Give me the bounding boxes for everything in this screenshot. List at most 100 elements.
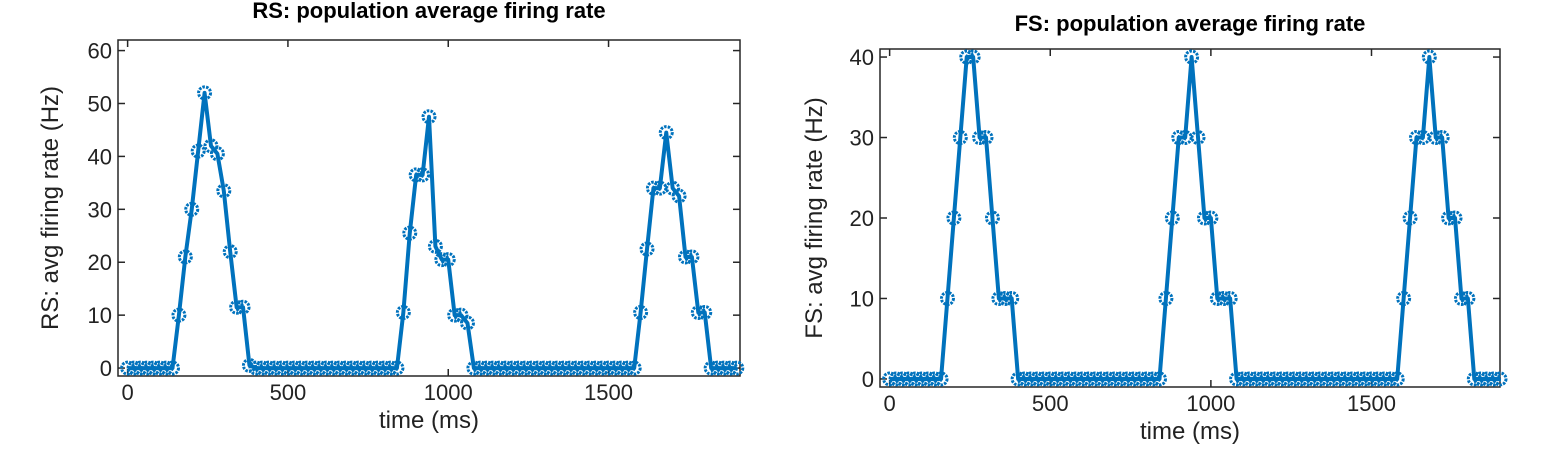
data-marker xyxy=(184,201,200,217)
chart-title: RS: population average firing rate xyxy=(252,0,605,23)
x-tick-label: 500 xyxy=(1032,391,1069,416)
data-marker xyxy=(575,360,591,376)
data-marker xyxy=(1293,371,1309,387)
data-marker xyxy=(492,360,508,376)
data-marker xyxy=(1248,371,1264,387)
x-tick-label: 500 xyxy=(270,380,307,405)
data-marker xyxy=(1190,130,1206,146)
data-marker xyxy=(1396,290,1412,306)
data-marker xyxy=(1376,371,1392,387)
data-marker xyxy=(888,371,904,387)
data-marker xyxy=(517,360,533,376)
data-marker xyxy=(556,360,572,376)
data-marker xyxy=(357,360,373,376)
data-marker xyxy=(594,360,610,376)
data-marker xyxy=(901,371,917,387)
data-marker xyxy=(1184,49,1200,65)
data-marker xyxy=(1132,371,1148,387)
data-marker xyxy=(568,360,584,376)
chart-title: FS: population average firing rate xyxy=(1015,11,1366,36)
y-tick-label: 40 xyxy=(88,144,112,169)
data-marker xyxy=(1126,371,1142,387)
data-marker xyxy=(1068,371,1084,387)
data-marker xyxy=(658,125,674,141)
data-marker xyxy=(1119,371,1135,387)
data-marker xyxy=(671,188,687,204)
data-marker xyxy=(1216,290,1232,306)
data-marker xyxy=(126,360,142,376)
data-marker xyxy=(1100,371,1116,387)
data-marker xyxy=(1222,290,1238,306)
data-marker xyxy=(1229,371,1245,387)
data-marker xyxy=(466,360,482,376)
data-marker xyxy=(274,360,290,376)
data-marker xyxy=(132,360,148,376)
data-marker xyxy=(1344,371,1360,387)
data-marker xyxy=(524,360,540,376)
data-marker xyxy=(1434,130,1450,146)
data-marker xyxy=(331,360,347,376)
data-marker xyxy=(613,360,629,376)
data-marker xyxy=(1145,371,1161,387)
data-marker xyxy=(254,360,270,376)
data-marker xyxy=(1139,371,1155,387)
x-axis-label: time (ms) xyxy=(1140,418,1240,445)
data-marker xyxy=(1447,210,1463,226)
data-marker xyxy=(1171,130,1187,146)
data-marker xyxy=(1479,371,1495,387)
y-tick-label: 0 xyxy=(862,367,874,392)
data-marker xyxy=(1312,371,1328,387)
data-marker xyxy=(1049,371,1065,387)
data-marker xyxy=(543,360,559,376)
data-marker xyxy=(1421,49,1437,65)
data-marker xyxy=(710,360,726,376)
data-marker xyxy=(427,238,443,254)
data-marker xyxy=(1196,210,1212,226)
data-marker xyxy=(306,360,322,376)
y-axis-label: RS: avg firing rate (Hz) xyxy=(37,86,64,330)
data-marker xyxy=(722,360,738,376)
data-marker xyxy=(690,305,706,321)
data-marker xyxy=(479,360,495,376)
data-marker xyxy=(229,299,245,315)
data-marker xyxy=(350,360,366,376)
data-marker xyxy=(472,360,488,376)
data-marker xyxy=(485,360,501,376)
data-marker xyxy=(1029,371,1045,387)
data-marker xyxy=(408,167,424,183)
data-marker xyxy=(997,290,1013,306)
data-marker xyxy=(530,360,546,376)
data-marker xyxy=(338,360,354,376)
data-marker xyxy=(639,241,655,257)
data-marker xyxy=(1177,130,1193,146)
data-marker xyxy=(965,49,981,65)
data-marker xyxy=(1158,290,1174,306)
data-marker xyxy=(1074,371,1090,387)
data-marker xyxy=(363,360,379,376)
data-marker xyxy=(1055,371,1071,387)
data-marker xyxy=(626,360,642,376)
data-marker xyxy=(395,305,411,321)
data-marker xyxy=(376,360,392,376)
data-marker xyxy=(1370,371,1386,387)
data-marker xyxy=(1036,371,1052,387)
y-tick-label: 30 xyxy=(850,126,874,151)
data-marker xyxy=(601,360,617,376)
data-marker xyxy=(344,360,360,376)
data-marker xyxy=(1364,371,1380,387)
data-marker xyxy=(1113,371,1129,387)
data-marker xyxy=(991,290,1007,306)
x-tick-label: 1000 xyxy=(1186,391,1235,416)
data-marker xyxy=(952,130,968,146)
data-marker xyxy=(1010,371,1026,387)
x-tick-label: 0 xyxy=(884,391,896,416)
data-marker xyxy=(1081,371,1097,387)
data-marker xyxy=(1087,371,1103,387)
data-marker xyxy=(1164,210,1180,226)
data-marker xyxy=(447,307,463,323)
y-tick-label: 40 xyxy=(850,45,874,70)
data-marker xyxy=(1241,371,1257,387)
y-tick-label: 20 xyxy=(850,206,874,231)
data-marker xyxy=(684,249,700,265)
data-marker xyxy=(1473,371,1489,387)
